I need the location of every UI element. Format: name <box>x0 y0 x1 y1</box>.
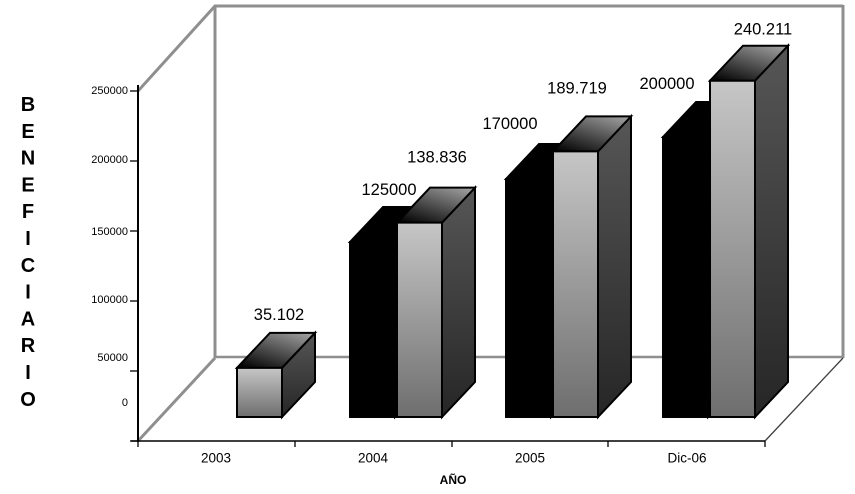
bar-black-Dic-06-front <box>662 136 709 418</box>
bars <box>234 43 791 420</box>
bar-gray-2004-front <box>396 221 443 418</box>
y-tick-label: 150000 <box>91 226 128 238</box>
category-label-2003: 2003 <box>201 451 231 466</box>
value-axis-ticks <box>130 90 138 442</box>
data-label-gray-2004: 138.836 <box>407 149 467 167</box>
y-axis-title-letter: I <box>25 362 31 384</box>
data-label-black-2004: 125000 <box>361 181 416 199</box>
data-label-gray-2003: 35.102 <box>254 306 304 324</box>
data-labels: 35.102 125000 138.836 170000 189.719 200000 24… <box>254 21 792 324</box>
category-label-2004: 2004 <box>358 451 389 466</box>
bar-black-2005-front <box>505 178 552 418</box>
data-label-black-Dic-06: 200000 <box>639 75 694 93</box>
y-tick-label: 200000 <box>91 154 128 166</box>
x-axis-title: AÑO <box>440 472 467 487</box>
bar-gray-2005-side <box>597 113 632 420</box>
data-label-gray-2005: 189.719 <box>547 79 607 97</box>
bar-gray-2003-front <box>236 366 283 418</box>
category-label-2005: 2005 <box>515 451 545 466</box>
bar-gray-2005-front <box>552 150 599 418</box>
y-axis-title-letter: E <box>21 121 34 143</box>
y-axis-title-letter: N <box>21 148 35 170</box>
value-axis-tick-labels: 250000 200000 150000 100000 50000 0 <box>91 85 128 409</box>
y-tick-label: 50000 <box>97 352 128 364</box>
floor-right-edge <box>764 357 844 442</box>
category-axis: 2003 2004 2005 Dic-06 <box>131 440 766 466</box>
category-axis-tick-labels: 2003 2004 2005 Dic-06 <box>201 451 707 466</box>
floor-left-edge <box>136 356 217 443</box>
y-axis-title-letter: R <box>21 335 36 357</box>
y-axis-title-letter: F <box>22 201 34 223</box>
category-label-Dic-06: Dic-06 <box>667 451 706 466</box>
data-label-black-2005: 170000 <box>482 115 537 133</box>
y-axis-title-letter: C <box>21 255 35 277</box>
data-label-gray-Dic-06: 240.211 <box>734 21 792 39</box>
bar-gray-Dic-06-front <box>709 79 756 418</box>
category-axis-ticks <box>137 441 766 447</box>
y-tick-label: 100000 <box>91 294 128 306</box>
bar-gray-Dic-06-side <box>754 43 789 420</box>
y-tick-label: 250000 <box>91 85 128 97</box>
bar-gray-2004-side <box>441 185 476 420</box>
left-wall-top-edge <box>136 4 217 93</box>
y-axis-title-letter: A <box>21 308 35 330</box>
y-axis-title-letter: O <box>20 389 36 411</box>
y-axis-title-letter: I <box>25 282 31 304</box>
y-axis-title-letter: B <box>21 94 35 116</box>
y-axis-title-letter: E <box>21 174 34 196</box>
value-axis: 250000 200000 150000 100000 50000 0 <box>91 85 139 442</box>
bar-black-2004-front <box>349 241 396 418</box>
y-tick-label: 0 <box>122 397 128 409</box>
y-axis-title-letter: I <box>25 228 31 250</box>
